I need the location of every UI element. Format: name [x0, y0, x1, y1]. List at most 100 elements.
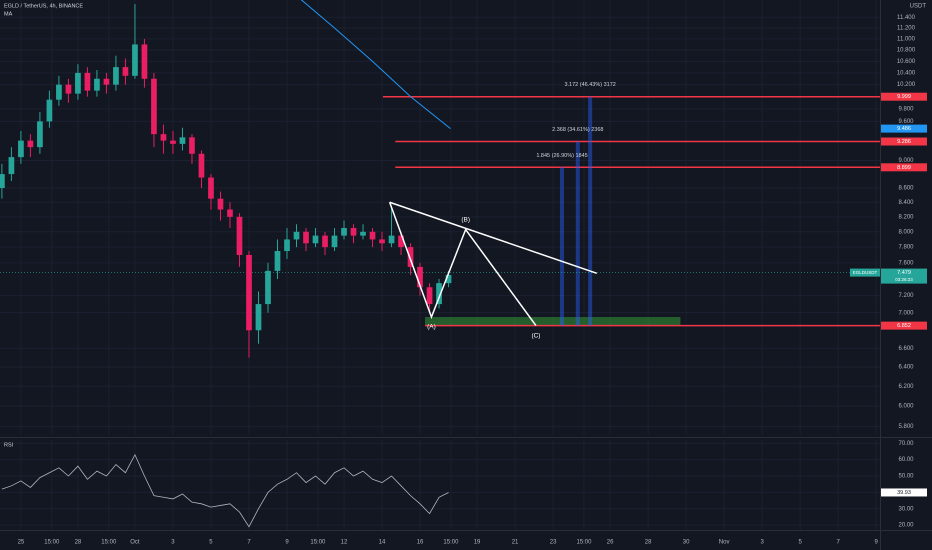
x-tick-label: 9: [285, 540, 289, 546]
x-tick-label: 15:00: [443, 540, 459, 546]
y-tick-label: 8.400: [898, 200, 914, 206]
axes: 25 15:00 28 15:00 Oct 3 5 7 9 15:00 12 14 16 15:00 19 2…: [18, 15, 927, 546]
price-tag-label: 7.479: [897, 270, 911, 276]
candle-body: [37, 121, 43, 148]
x-tick-label: 25: [18, 540, 25, 546]
y-tick-label: 8.600: [898, 186, 914, 192]
candle-body: [426, 287, 433, 305]
rsi-line: [1, 453, 449, 528]
x-tick-label: 9: [875, 540, 879, 546]
candle-body: [360, 231, 366, 236]
rsi-tick-label: 70.00: [898, 441, 914, 447]
level-tag-label: 8.899: [897, 165, 911, 171]
x-tick-label: Nov: [719, 540, 730, 546]
candle-body: [331, 235, 338, 248]
candle-body: [293, 231, 300, 240]
candle-body: [312, 235, 319, 244]
x-tick-label: 15:00: [310, 540, 326, 546]
candle-body: [103, 78, 110, 85]
x-tick-label: 15:00: [576, 540, 592, 546]
y-tick-label: 8.200: [898, 214, 914, 220]
rsi-label: RSI: [4, 442, 14, 448]
countdown-label: 03:26:23: [895, 277, 913, 282]
y-tick-label: 11.000: [897, 36, 916, 42]
measurement-bar: [575, 141, 580, 326]
wave-label: (C): [531, 332, 540, 339]
ma-tag: [881, 124, 927, 133]
x-tick-label: 16: [417, 540, 424, 546]
y-tick-label: 9.600: [898, 119, 914, 125]
target-zone: [424, 317, 681, 326]
candle-body: [227, 209, 233, 217]
symbol-tag: [850, 268, 880, 277]
y-tick-label: 10.400: [897, 70, 916, 76]
measurement-bar: [588, 96, 593, 326]
x-tick-label: 12: [341, 540, 348, 546]
candle-body: [379, 239, 385, 244]
level-tag: [881, 92, 927, 101]
candle-body: [350, 228, 357, 236]
y-tick-label: 7.200: [898, 293, 914, 299]
candle-body: [284, 239, 290, 252]
y-tick-label: 7.600: [898, 260, 914, 266]
x-tick-label: 15:00: [44, 540, 60, 546]
y-tick-label: 10.800: [897, 48, 916, 54]
candle-body: [179, 137, 186, 144]
candle-body: [94, 78, 100, 91]
x-tick-label: 3: [171, 540, 175, 546]
candle-body: [445, 274, 452, 284]
y-tick-label: 9.800: [898, 106, 914, 112]
x-tick-label: 14: [379, 540, 386, 546]
level-tag: [881, 163, 927, 172]
level-tag-label: 6.852: [897, 323, 911, 329]
measurement-label: 3.172 (46.43%) 3172: [564, 82, 615, 88]
candle-body: [46, 99, 53, 122]
candle-body: [398, 235, 404, 248]
x-tick-label: 28: [645, 540, 652, 546]
x-tick-label: 15:00: [101, 540, 117, 546]
measurement-bar: [560, 167, 565, 326]
y-tick-label: 6.400: [898, 365, 914, 371]
x-tick-label: 5: [799, 540, 803, 546]
ma-line: [300, 0, 451, 129]
candle-body: [322, 235, 328, 248]
x-tick-label: 5: [209, 540, 213, 546]
rsi-tick-label: 30.00: [898, 506, 914, 512]
y-tick-label: 5.800: [898, 424, 914, 430]
level-tag: [881, 137, 927, 146]
y-tick-label: 11.200: [897, 26, 916, 32]
x-tick-label: 3: [760, 540, 764, 546]
candle-body: [113, 67, 119, 85]
y-tick-label: 8.000: [898, 229, 914, 235]
candle-body: [141, 44, 148, 79]
candle-body: [388, 235, 395, 244]
x-tick-label: 28: [75, 540, 82, 546]
ma-tag-label: 9.486: [897, 126, 911, 132]
candle-body: [151, 78, 157, 135]
candle-body: [274, 251, 281, 271]
x-tick-label: 23: [550, 540, 557, 546]
candle-body: [208, 177, 214, 199]
candle-body: [132, 44, 138, 76]
x-tick-label: Oct: [130, 540, 140, 546]
main-pane: 3.172 (46.43%) 3172 2.368 (34.61%) 2368 1.…: [0, 0, 880, 358]
wave-label: (A): [427, 324, 436, 331]
y-tick-label: 6.600: [898, 346, 914, 352]
candle-body: [341, 228, 347, 236]
y-tick-label: 10.600: [897, 59, 916, 65]
candle-body: [417, 266, 423, 288]
chart-title: EGLD / TetherUS, 4h, BINANCE: [4, 3, 83, 9]
candle-body: [170, 140, 176, 144]
measurement-label: 1.845 (26.90%) 1845: [536, 153, 587, 159]
candle-body: [236, 216, 243, 255]
candle-body: [189, 137, 195, 154]
x-tick-label: 30: [683, 540, 690, 546]
level-tag-label: 9.286: [897, 139, 911, 145]
candle-body: [246, 254, 252, 331]
x-tick-label: 26: [607, 540, 614, 546]
y-tick-label: 6.000: [898, 404, 914, 410]
rsi-tick-label: 50.00: [898, 474, 914, 480]
wave-line: [388, 201, 537, 327]
